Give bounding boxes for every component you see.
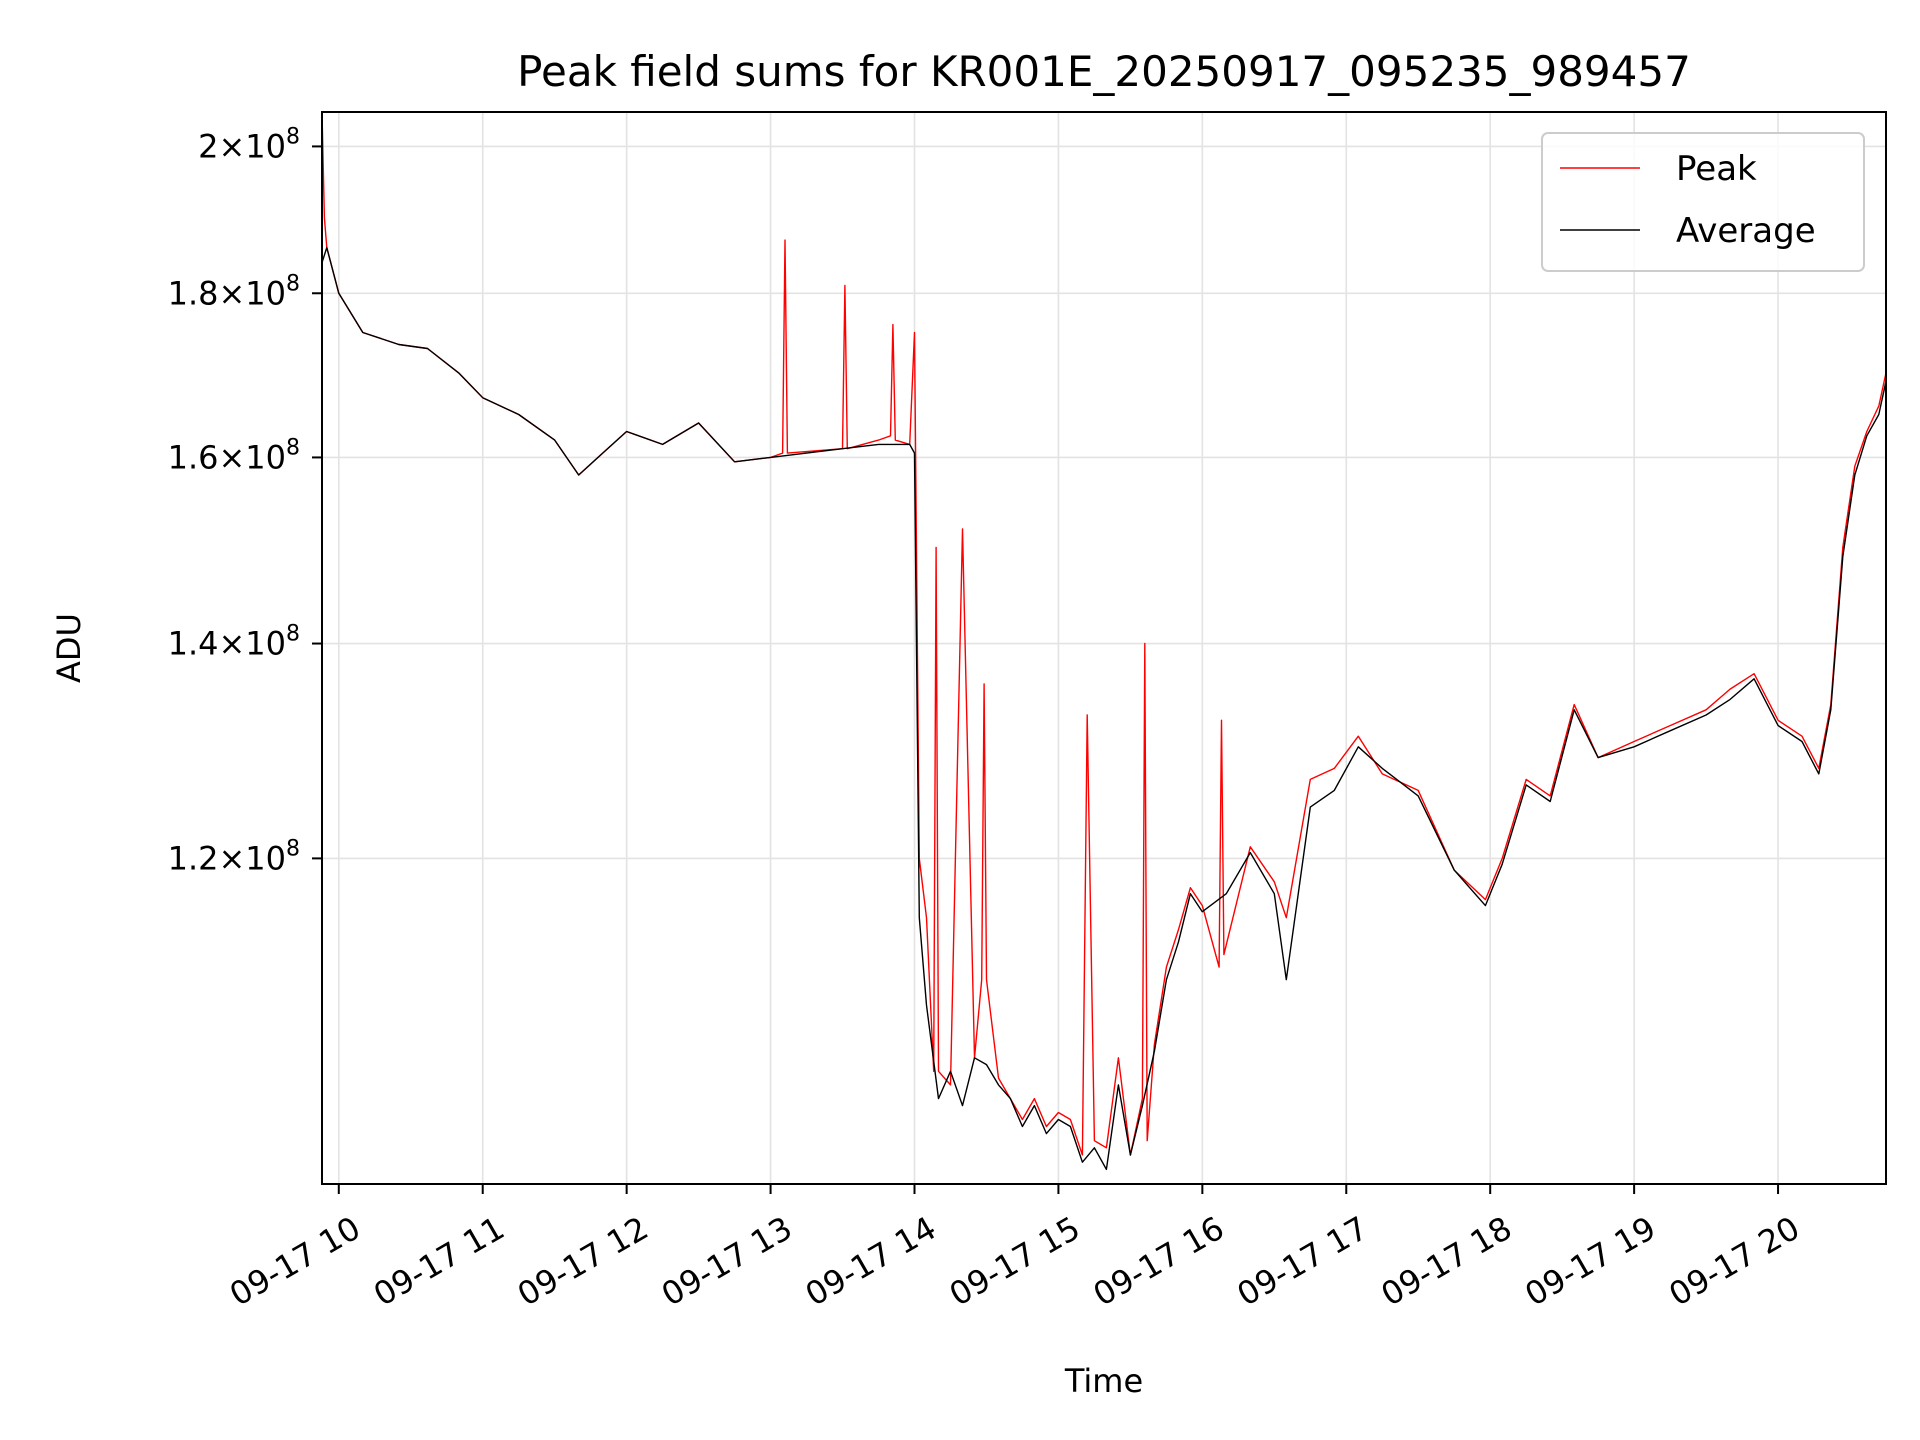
y-tick-label: 1.4×108 [168, 622, 300, 663]
grid [322, 112, 1886, 1184]
y-axis: 1.2×108 1.4×108 1.6×108 1.8×108 2×108 [168, 124, 322, 877]
series-layer [321, 111, 1887, 1171]
chart-title: Peak field sums for KR001E_20250917_0952… [517, 47, 1691, 96]
x-axis-label: Time [1064, 1362, 1143, 1400]
legend-label-average: Average [1676, 211, 1816, 251]
plot-frame [321, 111, 1887, 1185]
y-tick-label: 1.2×108 [168, 836, 300, 877]
y-tick-label: 1.6×108 [168, 435, 300, 476]
series-line-average [321, 246, 1887, 1171]
y-axis-label: ADU [50, 613, 88, 683]
y-tick-label: 2×108 [198, 124, 300, 165]
y-tick-label: 1.8×108 [168, 271, 300, 312]
legend-label-peak: Peak [1676, 149, 1757, 189]
legend: Peak Average [1541, 132, 1865, 272]
